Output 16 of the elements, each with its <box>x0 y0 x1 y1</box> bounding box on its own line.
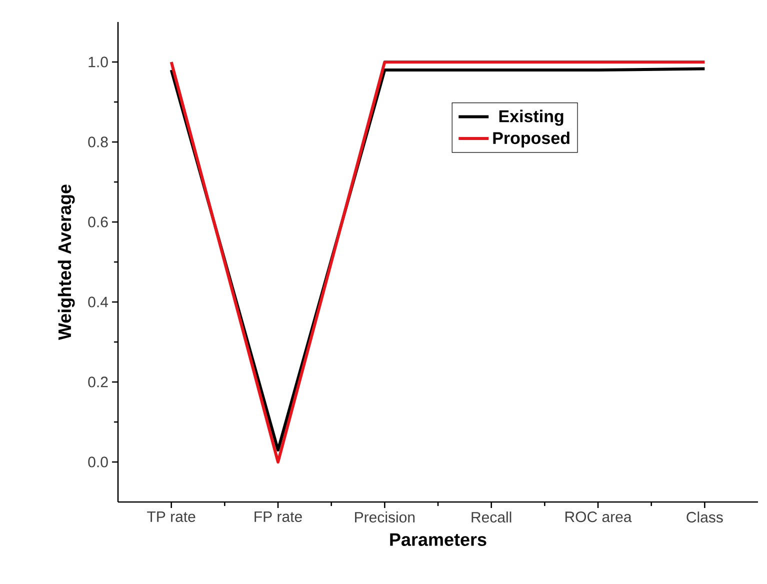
y-tick-label: 0.0 <box>88 456 108 468</box>
y-tick-label: 0.4 <box>88 296 108 308</box>
x-tick-label: ROC area <box>565 512 632 522</box>
y-tick-label: 0.2 <box>88 376 108 388</box>
y-tick-label: 0.6 <box>88 216 108 228</box>
x-axis-title: Parameters <box>390 533 486 546</box>
legend-label: Existing <box>499 110 564 126</box>
y-tick-label: 0.8 <box>88 136 108 148</box>
legend-label: Proposed <box>493 132 570 148</box>
x-tick-label: FP rate <box>254 512 302 522</box>
x-tick-label: Recall <box>472 512 512 523</box>
y-tick-label: 1.0 <box>88 56 108 68</box>
y-axis-title: Weighted Average <box>58 184 75 340</box>
x-tick-label: TP rate <box>147 512 196 522</box>
x-tick-label: Precision <box>355 512 415 523</box>
x-tick-label: Class <box>686 512 723 523</box>
